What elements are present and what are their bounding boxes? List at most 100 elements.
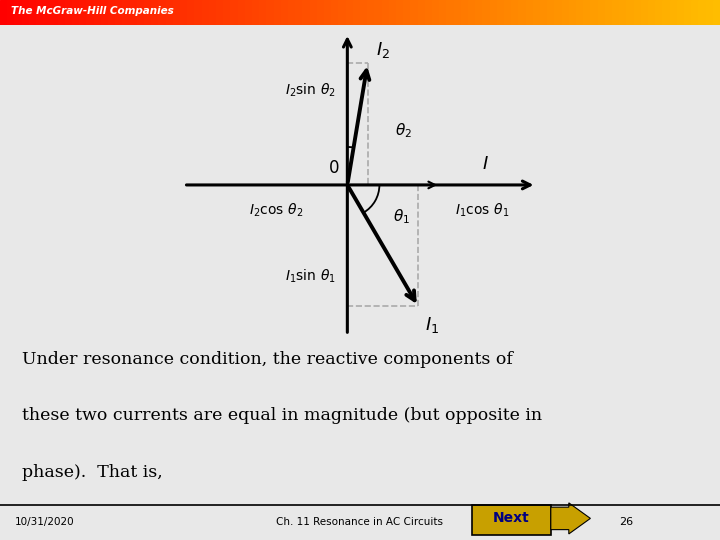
Bar xyxy=(655,0,662,25)
Text: The McGraw-Hill Companies: The McGraw-Hill Companies xyxy=(11,6,174,16)
Bar xyxy=(50,0,58,25)
Bar xyxy=(526,0,533,25)
Bar xyxy=(374,0,382,25)
Bar xyxy=(605,0,612,25)
Bar xyxy=(713,0,720,25)
Bar xyxy=(562,0,569,25)
Text: $I_1 \sin\,\theta_1$: $I_1 \sin\,\theta_1$ xyxy=(284,267,336,285)
Text: $I_1$: $I_1$ xyxy=(425,315,439,335)
Bar xyxy=(389,0,396,25)
Bar xyxy=(245,0,252,25)
Text: $\theta_2$: $\theta_2$ xyxy=(395,122,412,140)
Bar xyxy=(396,0,403,25)
Bar xyxy=(360,0,367,25)
Bar xyxy=(36,0,43,25)
Bar xyxy=(554,0,562,25)
Bar xyxy=(670,0,677,25)
Bar xyxy=(490,0,497,25)
Bar xyxy=(540,0,547,25)
Bar xyxy=(576,0,583,25)
Bar xyxy=(619,0,626,25)
Bar xyxy=(418,0,425,25)
Bar xyxy=(144,0,151,25)
Bar xyxy=(194,0,202,25)
Bar xyxy=(533,0,540,25)
Bar xyxy=(461,0,468,25)
Bar xyxy=(324,0,331,25)
Bar xyxy=(684,0,691,25)
Bar xyxy=(518,0,526,25)
Bar xyxy=(259,0,266,25)
Bar xyxy=(648,0,655,25)
Bar xyxy=(43,0,50,25)
Text: Next: Next xyxy=(492,511,530,525)
Bar xyxy=(317,0,324,25)
Bar xyxy=(209,0,216,25)
Text: Under resonance condition, the reactive components of: Under resonance condition, the reactive … xyxy=(22,350,513,368)
Text: 26: 26 xyxy=(619,517,634,527)
Text: $I_2 \sin\,\theta_2$: $I_2 \sin\,\theta_2$ xyxy=(285,82,336,99)
Text: $I_2 \cos\,\theta_2$: $I_2 \cos\,\theta_2$ xyxy=(249,202,304,219)
Bar xyxy=(403,0,410,25)
Text: $I_2$: $I_2$ xyxy=(376,40,390,60)
Text: these two currents are equal in magnitude (but opposite in: these two currents are equal in magnitud… xyxy=(22,407,541,424)
Bar xyxy=(382,0,389,25)
Text: Ch. 11 Resonance in AC Circuits: Ch. 11 Resonance in AC Circuits xyxy=(276,517,444,527)
Bar xyxy=(0,0,7,25)
Bar xyxy=(72,0,79,25)
Bar xyxy=(14,0,22,25)
Bar xyxy=(94,0,101,25)
Bar xyxy=(137,0,144,25)
Text: $I_1 \cos\,\theta_1$: $I_1 \cos\,\theta_1$ xyxy=(455,202,510,219)
Text: $\theta_1$: $\theta_1$ xyxy=(393,208,410,226)
Bar xyxy=(439,0,446,25)
Bar xyxy=(130,0,137,25)
Bar xyxy=(497,0,504,25)
Bar xyxy=(482,0,490,25)
Bar xyxy=(173,0,180,25)
Bar xyxy=(677,0,684,25)
Bar xyxy=(472,505,551,535)
Bar xyxy=(612,0,619,25)
Bar xyxy=(115,0,122,25)
Bar xyxy=(590,0,598,25)
Bar xyxy=(641,0,648,25)
Bar xyxy=(310,0,317,25)
Bar xyxy=(504,0,511,25)
FancyArrow shape xyxy=(551,503,590,534)
Bar xyxy=(288,0,295,25)
Bar xyxy=(598,0,605,25)
Text: $I$: $I$ xyxy=(482,155,489,173)
Bar xyxy=(252,0,259,25)
Bar xyxy=(295,0,302,25)
Bar xyxy=(432,0,439,25)
Bar xyxy=(223,0,230,25)
Bar xyxy=(583,0,590,25)
Bar xyxy=(511,0,518,25)
Bar xyxy=(662,0,670,25)
Bar xyxy=(216,0,223,25)
Bar xyxy=(65,0,72,25)
Bar xyxy=(475,0,482,25)
Text: phase).  That is,: phase). That is, xyxy=(22,464,162,481)
Bar xyxy=(547,0,554,25)
Bar xyxy=(202,0,209,25)
Bar xyxy=(302,0,310,25)
Bar xyxy=(22,0,29,25)
Bar xyxy=(187,0,194,25)
Bar xyxy=(266,0,274,25)
Bar xyxy=(454,0,461,25)
Bar xyxy=(691,0,698,25)
Bar xyxy=(151,0,158,25)
Bar xyxy=(626,0,634,25)
Bar xyxy=(158,0,166,25)
Bar xyxy=(634,0,641,25)
Text: 0: 0 xyxy=(328,159,339,177)
Bar xyxy=(468,0,475,25)
Bar xyxy=(331,0,338,25)
Bar xyxy=(101,0,108,25)
Bar xyxy=(29,0,36,25)
Bar xyxy=(410,0,418,25)
Bar xyxy=(122,0,130,25)
Bar xyxy=(79,0,86,25)
